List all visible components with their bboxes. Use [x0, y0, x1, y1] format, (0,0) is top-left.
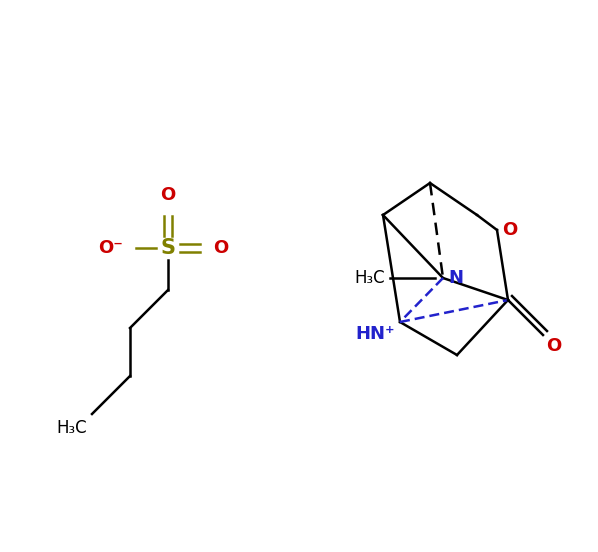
Text: H₃C: H₃C	[355, 269, 385, 287]
Text: N: N	[448, 269, 463, 287]
Text: O: O	[546, 337, 562, 355]
Text: O: O	[160, 186, 176, 204]
Text: H₃C: H₃C	[56, 419, 87, 437]
Text: O: O	[502, 221, 517, 239]
Text: S: S	[160, 238, 175, 258]
Text: O⁻: O⁻	[98, 239, 123, 257]
Text: HN⁺: HN⁺	[355, 325, 395, 343]
Text: O: O	[213, 239, 228, 257]
